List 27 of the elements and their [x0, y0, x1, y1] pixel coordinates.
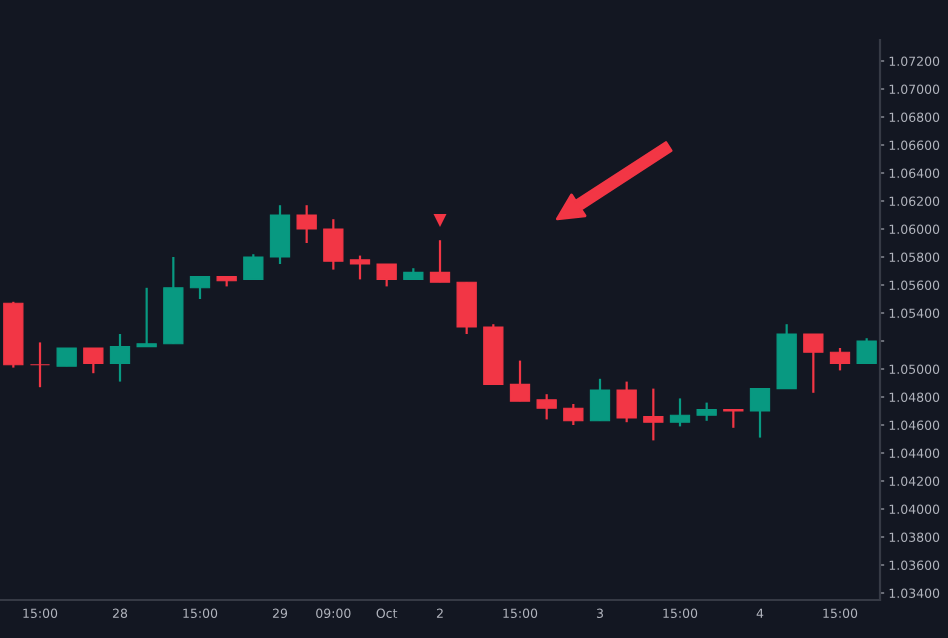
candlestick	[456, 281, 477, 336]
candlestick	[696, 401, 717, 422]
candlestick	[723, 408, 744, 429]
candlestick	[829, 346, 851, 372]
candlestick	[349, 254, 371, 281]
candlestick	[376, 262, 397, 288]
candlestick	[429, 239, 451, 284]
candlestick	[589, 377, 611, 422]
candlestick	[269, 204, 291, 266]
candlestick	[109, 332, 131, 383]
candlestick	[563, 402, 584, 427]
candlestick	[509, 359, 531, 403]
candlestick	[29, 341, 51, 389]
candlestick	[616, 380, 637, 424]
candlestick	[749, 387, 771, 439]
candlestick	[136, 286, 157, 348]
candlestick	[296, 204, 317, 245]
candlestick	[83, 346, 104, 375]
candlestick	[323, 218, 344, 271]
candlestick	[669, 397, 691, 428]
candlestick	[643, 387, 664, 442]
candlestick	[189, 275, 211, 301]
candlestick	[803, 332, 824, 394]
candlestick	[56, 347, 77, 367]
candlestick	[536, 393, 557, 421]
candlestick	[856, 337, 877, 365]
candlestick	[243, 253, 264, 281]
